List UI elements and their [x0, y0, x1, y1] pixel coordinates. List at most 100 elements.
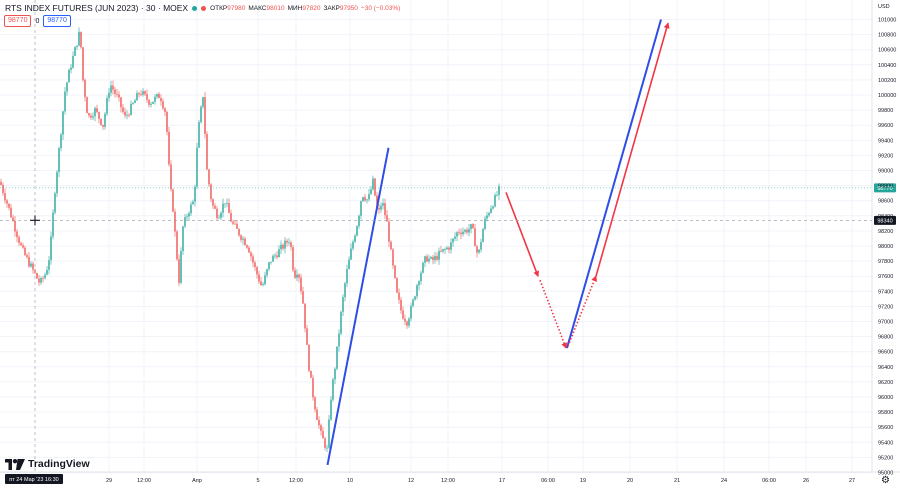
price-axis-labels[interactable]: 101000 100800 100600 100400 100200 100000 9980…	[878, 18, 896, 477]
candle-up	[408, 318, 410, 326]
candle-up	[494, 194, 496, 207]
candle-down	[394, 265, 396, 279]
candle-down	[14, 220, 16, 232]
price-tick-label: 97000	[878, 320, 893, 326]
trend-drawings[interactable]	[326, 19, 670, 466]
candle-down	[300, 277, 302, 292]
candle-up	[424, 256, 426, 263]
candle-up	[362, 197, 364, 202]
candle-down	[306, 328, 308, 345]
candle-up	[434, 256, 436, 261]
candle-down	[140, 94, 142, 95]
price-tick-label: 100400	[878, 63, 896, 69]
candle-down	[122, 107, 124, 112]
spread-value: 0	[35, 17, 40, 25]
time-tick-label: Апр	[192, 478, 202, 484]
candle-down	[22, 245, 24, 248]
candle-up	[64, 91, 66, 112]
candle-up	[272, 255, 274, 262]
arrow-red-up[interactable]	[595, 22, 670, 277]
candle-down	[374, 178, 376, 196]
sell-price-button[interactable]: 98770	[4, 15, 32, 27]
candle-up	[40, 278, 42, 283]
current-price-badge[interactable]	[874, 183, 896, 193]
candle-down	[18, 237, 20, 243]
candle-up	[418, 281, 420, 286]
candle-down	[12, 217, 14, 221]
candle-down	[24, 247, 26, 256]
candle-up	[454, 236, 456, 239]
candle-down	[232, 221, 234, 224]
candle-up	[142, 91, 144, 95]
buy-price-button[interactable]: 98770	[43, 15, 71, 27]
current-price-label: 98770	[877, 186, 892, 192]
candle-up	[344, 283, 346, 298]
candle-down	[148, 99, 150, 105]
tradingview-logo[interactable]: TradingView	[5, 458, 90, 470]
candle-up	[442, 249, 444, 252]
candle-down	[298, 274, 300, 278]
candle-down	[294, 270, 296, 278]
tradingview-logo-icon	[5, 458, 25, 470]
candle-down	[162, 101, 164, 109]
candle-down	[138, 93, 140, 95]
candle-up	[358, 215, 360, 227]
candle-down	[320, 425, 322, 432]
candle-down	[250, 252, 252, 257]
candle-up	[76, 45, 78, 47]
candle-up	[336, 346, 338, 369]
candle-down	[120, 97, 122, 108]
candle-down	[114, 89, 116, 94]
currency-label[interactable]: USD	[878, 4, 890, 10]
time-tick-label: 06:00	[541, 478, 555, 484]
candle-down	[460, 232, 462, 235]
candle-up	[450, 242, 452, 250]
candle-up	[352, 241, 354, 249]
trend-line-blue-up-2[interactable]	[566, 19, 662, 349]
candle-up	[438, 250, 440, 260]
candle-down	[206, 134, 208, 170]
time-tick-label: 21	[674, 478, 680, 484]
candle-up	[492, 206, 494, 209]
candle-up	[340, 311, 342, 334]
candle-down	[230, 213, 232, 222]
candle-up	[62, 111, 64, 135]
candle-down	[212, 199, 214, 206]
price-tick-label: 100200	[878, 78, 896, 84]
candle-down	[302, 291, 304, 304]
time-axis-labels[interactable]: 29 12:00 Апр 5 12:00 10 12 12:00 17 06:00 19 20 21 24…	[106, 478, 855, 484]
candle-down	[6, 200, 8, 204]
arrow-red-dotted-down[interactable]	[539, 279, 568, 349]
candle-up	[486, 215, 488, 219]
candle-down	[252, 256, 254, 263]
symbol-title[interactable]: RTS INDEX FUTURES (JUN 2023) · 30 · MOEX	[5, 3, 189, 13]
candle-up	[56, 172, 58, 194]
candle-down	[292, 247, 294, 271]
candle-down	[398, 292, 400, 300]
candle-up	[296, 274, 298, 278]
candle-down	[310, 370, 312, 378]
price-tick-label: 98200	[878, 229, 893, 235]
candle-up	[496, 194, 498, 196]
candle-down	[32, 263, 34, 270]
candle-up	[482, 229, 484, 243]
candle-down	[436, 256, 438, 260]
candle-up	[94, 108, 96, 117]
arrow-red-dotted-up[interactable]	[567, 275, 597, 347]
candle-down	[440, 250, 442, 252]
candle-up	[92, 116, 94, 118]
time-tick-label: 12:00	[137, 478, 151, 484]
candle-down	[20, 242, 22, 246]
candle-up	[184, 217, 186, 227]
candle-down	[128, 114, 130, 116]
candle-down	[144, 91, 146, 95]
open-value: 97980	[227, 4, 246, 12]
arrow-red-down[interactable]	[505, 192, 540, 278]
time-tick-label: 5	[256, 478, 259, 484]
gear-icon[interactable]: ⚙	[881, 475, 890, 486]
candle-up	[456, 232, 458, 237]
trend-line-blue-up[interactable]	[326, 147, 390, 466]
candle-up	[274, 255, 276, 257]
candle-up	[446, 247, 448, 250]
